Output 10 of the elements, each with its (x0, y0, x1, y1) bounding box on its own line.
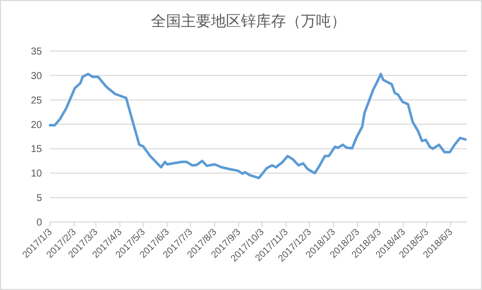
chart-title: 全国主要地区锌库存（万吨） (151, 13, 346, 30)
y-tick-label: 10 (30, 168, 42, 180)
y-tick-label: 30 (30, 70, 42, 82)
y-tick-label: 15 (30, 144, 42, 156)
y-tick-label: 25 (30, 95, 42, 106)
y-tick-label: 5 (36, 193, 42, 204)
line-series (48, 72, 467, 180)
y-tick-label: 20 (30, 120, 42, 131)
y-tick-label: 0 (36, 218, 42, 228)
y-tick-label: 35 (30, 46, 42, 58)
